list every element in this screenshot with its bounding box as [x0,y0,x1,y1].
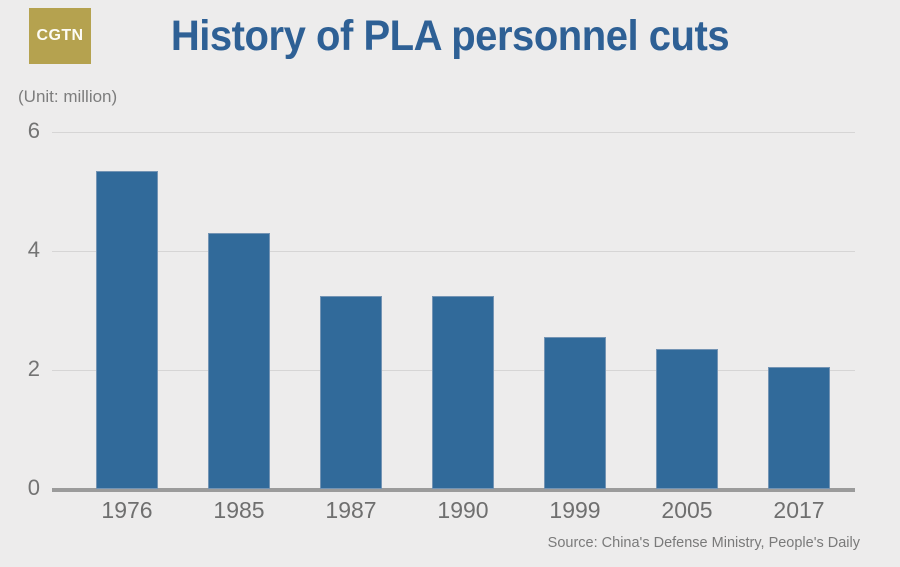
x-axis-tick-label: 2017 [773,497,825,523]
bar [544,337,606,489]
bar [768,367,830,489]
x-axis-tick-label: 2005 [661,497,713,523]
y-axis-tick-label: 6 [27,118,40,143]
x-axis-tick-label: 1999 [549,497,601,523]
x-axis-tick-label: 1976 [101,497,153,523]
bar [208,233,270,489]
source-note: Source: China's Defense Ministry, People… [547,535,860,551]
x-axis-line [52,488,855,492]
bar [320,295,382,489]
bar [432,295,494,489]
unit-label: (Unit: million) [18,87,118,106]
x-axis-tick-label: 1985 [213,497,265,523]
bar [96,170,158,489]
cgtn-logo: CGTN [29,8,91,64]
bar [656,349,718,489]
y-axis-tick-label: 4 [27,237,40,262]
y-axis-tick-label: 0 [27,475,40,500]
gridline [52,132,855,133]
cgtn-logo-text: CGTN [36,27,84,44]
gridline [52,251,855,252]
page-title: History of PLA personnel cuts [170,12,730,60]
y-axis-tick-label: 2 [27,356,40,381]
x-axis-tick-label: 1987 [325,497,377,523]
x-axis-tick-label: 1990 [437,497,489,523]
